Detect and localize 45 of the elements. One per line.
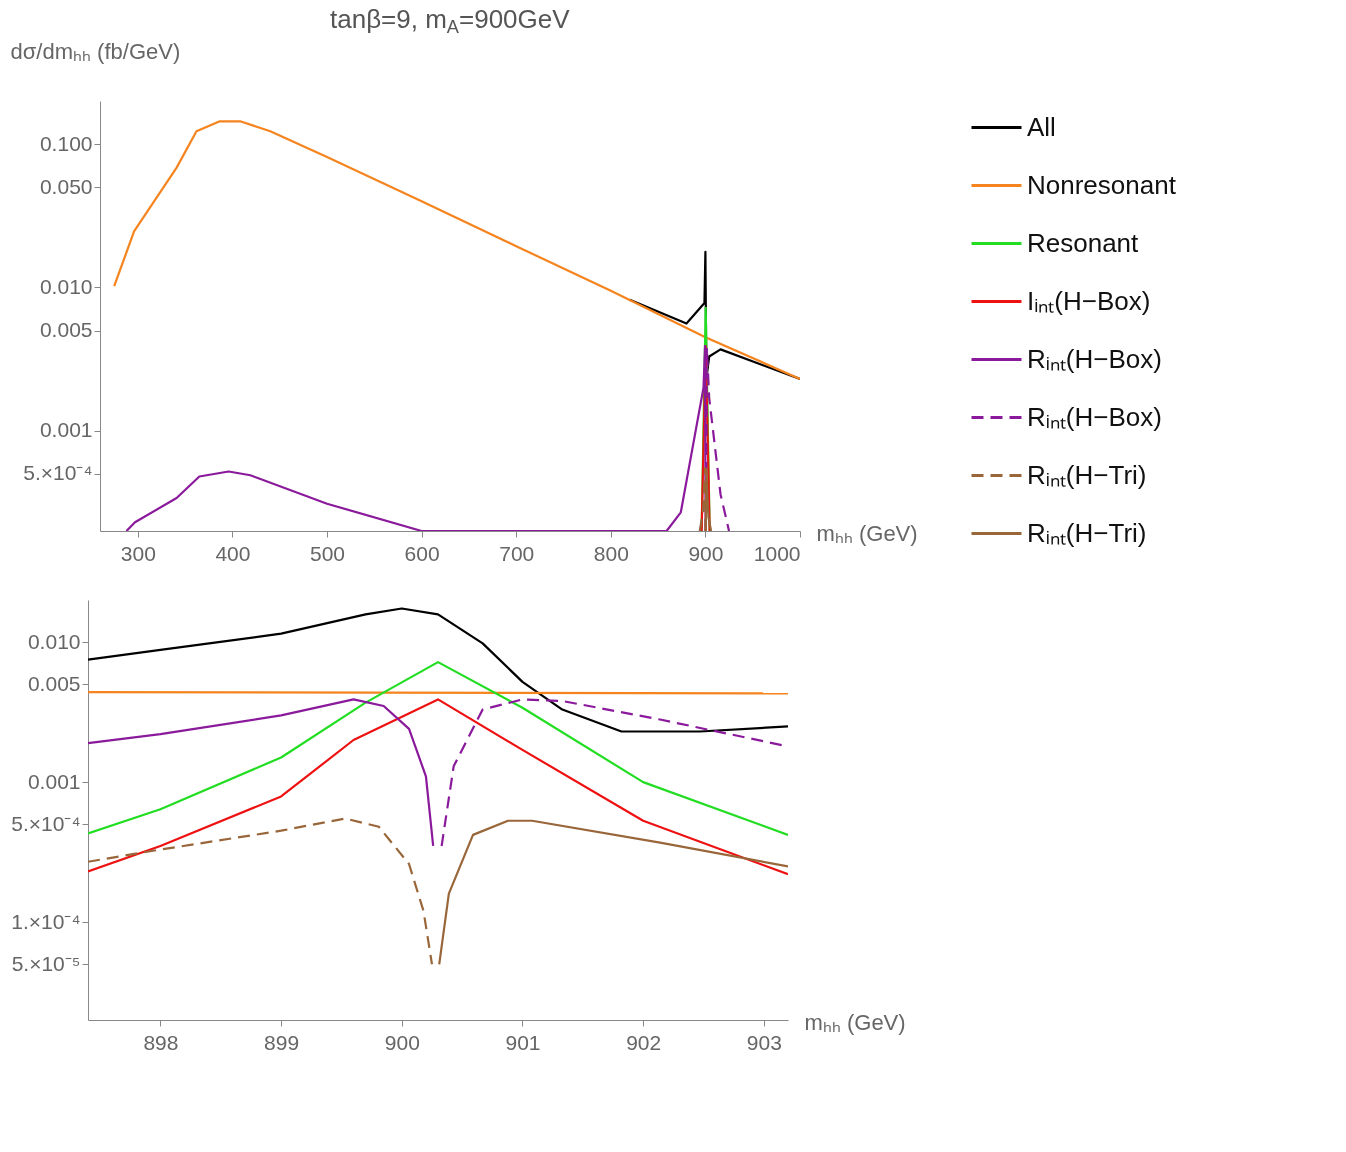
x-tick-label: 900	[384, 1030, 420, 1054]
x-tick-label: 1000	[753, 541, 801, 565]
legend-label: Rᵢₙₜ(H−Box)	[1027, 343, 1162, 374]
line-series	[88, 817, 434, 966]
y-tick-label: 0.010	[27, 629, 81, 653]
y-tick-label: 5.×10⁻⁵	[11, 951, 81, 975]
legend-label: All	[1027, 111, 1056, 142]
x-tick-label: 902	[626, 1030, 662, 1054]
line-series	[88, 698, 435, 848]
x-tick-label: 700	[499, 541, 535, 565]
legend-label: Nonresonant	[1027, 169, 1177, 200]
x-tick-label: 300	[120, 541, 156, 565]
line-series	[113, 120, 800, 381]
y-tick-label: 0.005	[27, 671, 81, 695]
y-axis-title: dσ/dmₕₕ (fb/GeV)	[10, 38, 181, 64]
y-tick-label: 1.×10⁻⁴	[11, 909, 81, 933]
y-tick-label: 5.×10⁻⁴	[23, 461, 93, 485]
legend-label: Rᵢₙₜ(H−Tri)	[1027, 517, 1147, 548]
x-tick-label: 500	[310, 541, 346, 565]
y-tick-label: 0.005	[39, 318, 93, 342]
legend-label: Resonant	[1027, 227, 1140, 258]
x-tick-label: 600	[404, 541, 440, 565]
x-tick-label: 900	[688, 541, 724, 565]
x-tick-label: 898	[143, 1030, 179, 1054]
line-series	[438, 819, 788, 966]
y-tick-label: 0.100	[39, 131, 93, 155]
x-tick-label: 901	[505, 1030, 541, 1054]
x-tick-label: 899	[264, 1030, 300, 1054]
y-tick-label: 0.001	[27, 769, 81, 793]
line-series	[88, 698, 788, 876]
x-tick-label: 400	[215, 541, 251, 565]
x-tick-label: 903	[746, 1030, 782, 1054]
x-tick-label: 800	[593, 541, 629, 565]
legend-label: Iᵢₙₜ(H−Box)	[1027, 285, 1151, 316]
line-series	[88, 607, 788, 733]
y-tick-label: 5.×10⁻⁴	[11, 811, 81, 835]
line-series	[88, 661, 788, 836]
y-tick-label: 0.050	[39, 174, 93, 198]
chart-title: tanβ=9, m$_{A}$=900GeV	[330, 4, 570, 38]
x-axis-title: mₕₕ (GeV)	[816, 520, 918, 546]
y-tick-label: 0.001	[39, 418, 93, 442]
legend-label: Rᵢₙₜ(H−Box)	[1027, 401, 1162, 432]
legend-label: Rᵢₙₜ(H−Tri)	[1027, 459, 1147, 490]
y-tick-label: 0.010	[39, 274, 93, 298]
x-axis-title: mₕₕ (GeV)	[804, 1009, 906, 1035]
